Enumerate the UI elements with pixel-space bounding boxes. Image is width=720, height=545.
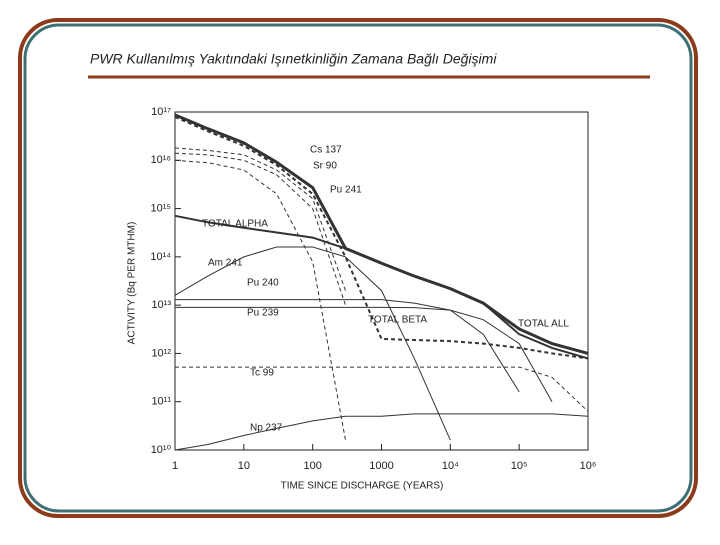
series-line: [175, 306, 553, 402]
y-tick-label: 10¹⁰: [151, 444, 172, 456]
x-tick-label: 10: [238, 460, 250, 472]
series-label: TOTAL ALPHA: [202, 219, 268, 230]
y-tick-label: 10¹²: [151, 347, 171, 359]
x-tick-label: 1: [172, 460, 178, 472]
y-tick-label: 10¹⁷: [151, 106, 171, 118]
series-line: [174, 113, 589, 355]
y-tick-label: 10¹³: [151, 299, 171, 311]
y-tick-label: 10¹⁴: [150, 251, 171, 263]
x-tick-label: 10⁶: [580, 460, 597, 472]
series-label: Tc 99: [250, 368, 274, 379]
series-label: Pu 239: [247, 308, 279, 319]
frame-outer: [18, 18, 698, 518]
frame-inner: [23, 23, 693, 513]
y-axis-label: ACTIVITY (Bq PER MTHM): [127, 222, 138, 345]
series-label: Np 237: [250, 423, 283, 434]
series-label: Am 241: [208, 258, 243, 269]
series-line: [174, 159, 346, 441]
series-line: [175, 366, 589, 412]
series-label: TOTAL ALL: [518, 319, 569, 330]
x-tick-label: 100: [303, 460, 321, 472]
y-tick-label: 10¹¹: [151, 396, 171, 408]
plot-frame: [174, 111, 589, 451]
x-tick-label: 1000: [369, 460, 393, 472]
series-label: Pu 240: [247, 278, 279, 289]
series-line: [174, 152, 346, 306]
series-line: [174, 246, 451, 441]
x-tick-label: 10⁴: [442, 460, 459, 472]
series-line: [175, 299, 520, 393]
y-tick-label: 10¹⁶: [151, 154, 171, 166]
series-label: Sr 90: [313, 161, 337, 172]
x-tick-label: 10⁵: [511, 460, 528, 472]
slide-title: PWR Kullanılmış Yakıtındaki Işınetkinliğ…: [90, 51, 497, 67]
series-line: [174, 147, 346, 291]
series-label: Cs 137: [310, 145, 342, 156]
x-axis-label: TIME SINCE DISCHARGE (YEARS): [281, 481, 444, 492]
series-label: TOTAL BETA: [368, 315, 427, 326]
y-tick-label: 10¹⁵: [151, 202, 171, 214]
series-line: [174, 115, 589, 360]
series-line: [174, 413, 589, 451]
series-label: Pu 241: [330, 185, 362, 196]
